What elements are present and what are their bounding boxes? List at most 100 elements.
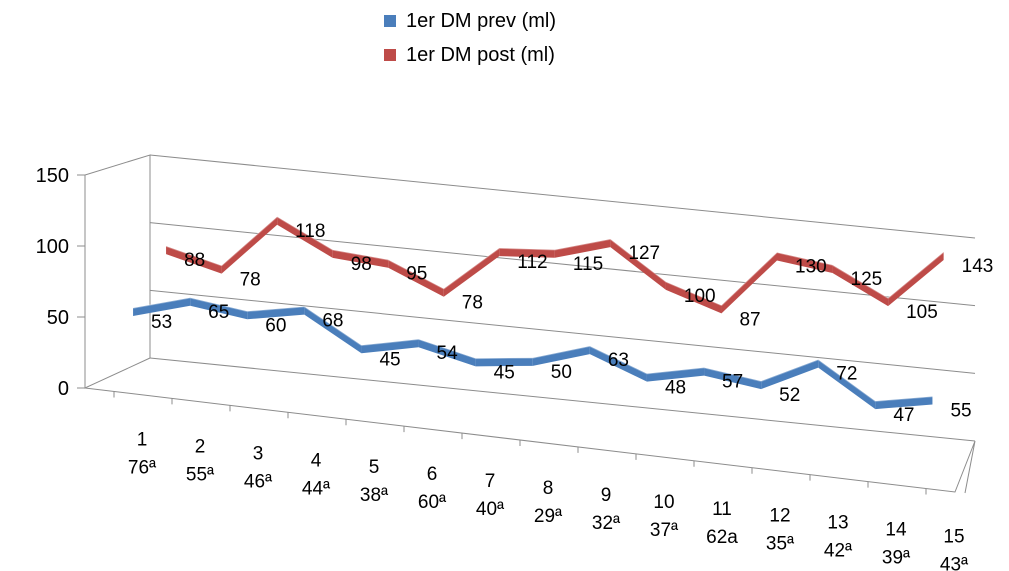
data-label: 78 (462, 293, 483, 314)
gridline-150 (149, 154, 976, 239)
x-tick-label-num: 10 (653, 492, 674, 513)
x-tick-label-sub: 37ª (650, 520, 679, 541)
data-label: 112 (517, 252, 547, 273)
legend-item-prev: 1er DM prev (ml) (384, 8, 556, 34)
series-segment (166, 246, 222, 274)
x-tick-label-num: 14 (885, 520, 907, 541)
series-segment (499, 248, 555, 258)
series-segment (221, 216, 278, 274)
series-segment (388, 259, 444, 297)
data-label: 105 (906, 302, 938, 323)
series-segment-highlight (817, 359, 876, 402)
data-label: 50 (551, 362, 572, 383)
chart-series (132, 216, 945, 410)
x-tick-label-num: 13 (827, 513, 848, 534)
data-label: 72 (836, 364, 857, 385)
data-label: 60 (265, 315, 286, 336)
series-segment (190, 297, 248, 320)
data-label: 118 (295, 221, 325, 242)
series-segment-highlight (361, 338, 419, 347)
y-tick-label-100: 100 (36, 236, 69, 258)
data-label: 53 (151, 312, 172, 333)
series-segment-highlight (760, 358, 819, 382)
x-tick-label-sub: 62a (706, 527, 738, 548)
chart-legend: 1er DM prev (ml) 1er DM post (ml) (384, 8, 556, 76)
series-segment (443, 248, 500, 297)
x-tick-label-sub: 44ª (302, 478, 331, 499)
x-tick-label-sub: 32ª (592, 513, 621, 534)
series-segment-highlight (646, 366, 705, 375)
chart-data-labels: 53 65 60 68 45 54 45 50 63 48 57 52 72 47 55 88 78 118 98 9… (151, 221, 993, 426)
data-label: 78 (240, 270, 261, 291)
x-tick-label-num: 4 (311, 450, 322, 471)
series-segment-highlight (609, 238, 667, 283)
series-segment (665, 281, 722, 314)
data-label: 68 (322, 311, 343, 332)
series-segment (532, 346, 590, 366)
series-segment (332, 249, 389, 268)
data-label: 48 (665, 378, 686, 399)
data-label: 127 (628, 243, 660, 264)
chart-x-axis: 1 76ª 2 55ª 3 46ª 4 44ª 5 38ª 6 60ª 7 40ª 8 29ª 9 32ª 10 37… (113, 391, 969, 571)
legend-item-post: 1er DM post (ml) (384, 42, 556, 68)
gridline-100 (149, 222, 976, 307)
x-tick-label-sub: 29ª (534, 506, 563, 527)
series-segment-highlight (132, 297, 191, 309)
data-label: 115 (573, 254, 603, 275)
series-segment (475, 357, 533, 367)
x-tick-label-num: 12 (769, 506, 790, 527)
data-label: 125 (851, 269, 883, 290)
series-segment (875, 396, 933, 410)
series-segment-highlight (221, 216, 278, 267)
x-tick-label-sub: 39ª (882, 548, 911, 569)
x-tick-label-num: 9 (601, 485, 612, 506)
series-segment-highlight (589, 345, 648, 375)
x-tick-label-sub: 46ª (244, 471, 273, 492)
gridline-50 (149, 289, 976, 374)
series-segment (818, 359, 876, 410)
x-tick-label-num: 5 (369, 457, 380, 478)
data-label: 65 (208, 302, 229, 323)
series-segment-highlight (499, 247, 555, 251)
series-segment (589, 346, 647, 382)
series-segment (247, 306, 305, 320)
series-segment-highlight (189, 297, 248, 313)
legend-label-prev: 1er DM prev (ml) (406, 10, 557, 32)
series-segment-highlight (303, 305, 362, 346)
chart-gridlines (149, 154, 976, 442)
data-label: 63 (608, 350, 629, 371)
data-label: 143 (962, 256, 994, 277)
series-segment (554, 239, 611, 258)
series-segment (133, 297, 191, 317)
legend-label-post: 1er DM post (ml) (406, 44, 555, 66)
series-segment (277, 216, 333, 258)
chart-y-axis: 0 50 100 150 (36, 165, 85, 400)
series-prev (132, 297, 933, 410)
legend-swatch-prev (384, 15, 396, 27)
data-label: 100 (684, 286, 716, 307)
series-segment (418, 339, 476, 367)
x-tick-label-num: 2 (195, 436, 206, 457)
x-tick-label-sub: 40ª (476, 499, 505, 520)
series-segment-highlight (443, 247, 500, 290)
y-tick-label-0: 0 (58, 378, 69, 400)
x-tick-label-num: 11 (712, 499, 732, 520)
x-tick-label-sub: 43ª (940, 555, 969, 571)
data-label: 95 (406, 264, 427, 285)
x-tick-label-sub: 55ª (186, 464, 215, 485)
chart-walls (84, 154, 976, 494)
series-segment-highlight (875, 395, 933, 402)
x-tick-label-num: 1 (137, 429, 148, 450)
data-label: 45 (494, 362, 515, 383)
data-label: 88 (184, 250, 205, 271)
series-segment (704, 367, 762, 390)
legend-swatch-post (384, 49, 396, 61)
x-tick-label-sub: 35ª (766, 534, 795, 555)
x-tick-label-num: 15 (943, 527, 964, 548)
series-segment (361, 339, 419, 354)
x-tick-label-num: 7 (485, 471, 496, 492)
data-label: 45 (379, 349, 400, 370)
series-segment-highlight (554, 238, 611, 251)
series-segment-highlight (276, 216, 334, 251)
